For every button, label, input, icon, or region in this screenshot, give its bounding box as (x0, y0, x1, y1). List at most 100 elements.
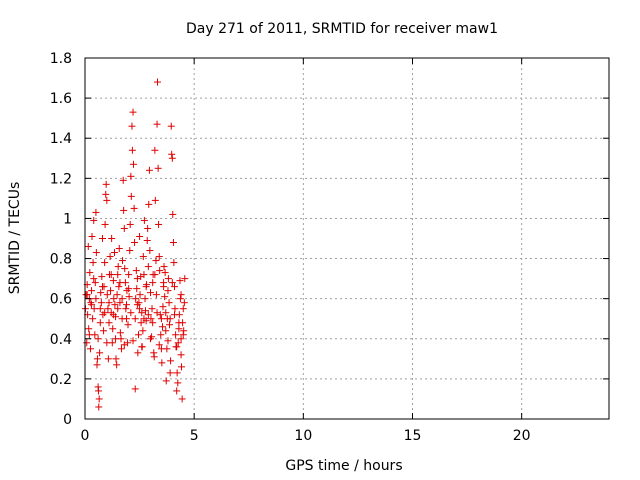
data-point (165, 299, 173, 307)
data-point (178, 363, 186, 371)
data-point (152, 291, 160, 299)
data-point (85, 325, 93, 333)
data-point (176, 277, 184, 285)
y-tick-label: 1.8 (50, 51, 72, 67)
data-point (118, 315, 126, 323)
data-point (96, 319, 104, 327)
data-point (162, 327, 170, 335)
x-tick-label: 10 (294, 428, 312, 444)
data-point (89, 259, 97, 267)
data-point (171, 311, 179, 319)
data-point (128, 146, 136, 154)
data-point (95, 395, 103, 403)
data-point (131, 239, 139, 247)
data-point (177, 351, 185, 359)
data-point (164, 275, 172, 283)
y-tick-label: 0 (63, 412, 72, 428)
data-point (178, 395, 186, 403)
data-point (114, 305, 122, 313)
x-tick-label: 0 (81, 428, 90, 444)
data-point (146, 247, 154, 255)
data-point (86, 269, 94, 277)
data-point (94, 335, 102, 343)
data-point (177, 291, 185, 299)
data-point (140, 216, 148, 224)
data-point (171, 283, 179, 291)
data-point (121, 265, 129, 273)
data-point (179, 305, 187, 313)
data-point (84, 243, 92, 251)
data-point (145, 200, 153, 208)
data-point (113, 291, 121, 299)
data-point (112, 335, 120, 343)
data-point (107, 271, 115, 279)
data-point (144, 263, 152, 271)
data-point (142, 283, 150, 291)
y-axis-label: SRMTID / TECUs (7, 182, 23, 295)
data-point (89, 315, 97, 323)
data-point (101, 259, 109, 267)
data-point (109, 311, 117, 319)
data-point (128, 122, 136, 130)
data-point (104, 305, 112, 313)
data-point (108, 235, 116, 242)
data-point (174, 339, 182, 347)
data-point (164, 337, 172, 345)
data-point (98, 283, 106, 291)
grid (85, 58, 609, 419)
data-point (125, 285, 133, 293)
data-point (149, 319, 157, 327)
data-point (163, 345, 171, 353)
data-point (136, 305, 144, 313)
chart-title: Day 271 of 2011, SRMTID for receiver maw… (186, 21, 498, 37)
data-point (148, 305, 156, 313)
data-point (117, 345, 125, 353)
data-point (119, 257, 127, 265)
data-point (153, 120, 161, 128)
data-point (106, 253, 114, 261)
data-point (109, 277, 117, 285)
data-point (122, 305, 130, 313)
points (81, 78, 189, 411)
data-point (154, 164, 162, 172)
data-point (141, 295, 149, 303)
data-point (144, 311, 152, 319)
data-point (129, 337, 137, 345)
data-point (169, 210, 177, 218)
data-point (125, 293, 133, 301)
data-point (172, 331, 180, 339)
y-tick-label: 0.8 (50, 252, 72, 268)
data-point (96, 305, 104, 313)
data-point (115, 283, 123, 291)
data-point (95, 387, 103, 395)
y-axis: 0 0.2 0.4 0.6 0.8 1 1.2 1.4 1.6 1.8 (50, 51, 609, 428)
data-point (170, 259, 178, 267)
data-point (100, 327, 108, 335)
data-point (169, 239, 177, 247)
data-point (105, 299, 113, 307)
data-point (114, 263, 122, 271)
data-point (101, 309, 109, 317)
data-point (101, 220, 109, 228)
data-point (103, 339, 111, 347)
data-point (110, 295, 118, 303)
data-point (153, 78, 161, 86)
data-point (98, 235, 106, 242)
data-point (92, 208, 100, 216)
data-point (162, 377, 170, 385)
data-point (132, 267, 140, 275)
data-point (93, 355, 101, 363)
data-point (162, 309, 170, 317)
data-point (93, 361, 101, 369)
data-point (134, 349, 142, 357)
data-point (111, 301, 119, 309)
data-point (136, 232, 144, 240)
data-point (96, 349, 104, 357)
data-point (152, 257, 160, 265)
data-point (102, 190, 110, 198)
data-point (151, 196, 159, 204)
data-point (133, 275, 141, 283)
data-point (138, 343, 146, 351)
data-point (85, 331, 93, 339)
